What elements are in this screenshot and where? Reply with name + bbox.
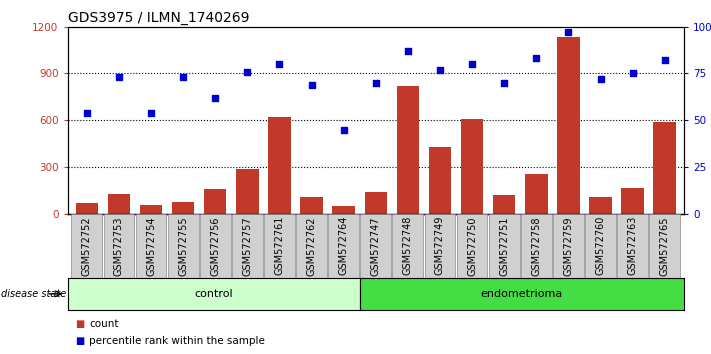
Text: count: count (89, 319, 118, 329)
Point (659, 57, 670, 63)
Bar (268, 117, 291, 214)
Bar (585, 214, 616, 278)
Text: GSM572761: GSM572761 (274, 216, 284, 275)
Text: GSM572747: GSM572747 (370, 216, 381, 275)
Text: GSM572748: GSM572748 (403, 216, 413, 275)
Text: GSM572759: GSM572759 (563, 216, 573, 275)
Point (242, 69, 253, 74)
Text: GSM572758: GSM572758 (531, 216, 541, 275)
Bar (333, 206, 355, 214)
Bar (71, 214, 102, 278)
Bar (300, 197, 323, 214)
Point (210, 95, 221, 101)
Text: GSM572753: GSM572753 (114, 216, 124, 275)
Point (530, 56, 542, 61)
Bar (204, 189, 227, 214)
Text: control: control (194, 289, 233, 299)
Bar (461, 119, 483, 214)
Bar (553, 214, 584, 278)
Text: GSM572757: GSM572757 (242, 216, 252, 276)
Bar (264, 214, 295, 278)
Text: GSM572765: GSM572765 (660, 216, 670, 275)
Point (81, 110, 92, 116)
Bar (488, 214, 520, 278)
Bar (75, 203, 98, 214)
Text: GDS3975 / ILMN_1740269: GDS3975 / ILMN_1740269 (68, 11, 249, 25)
Point (113, 74, 124, 80)
Bar (521, 214, 552, 278)
Text: GSM572756: GSM572756 (210, 216, 220, 275)
Bar (617, 214, 648, 278)
Bar (557, 38, 579, 214)
Text: GSM572751: GSM572751 (499, 216, 509, 275)
Text: GSM572752: GSM572752 (82, 216, 92, 276)
Bar (172, 202, 194, 214)
Bar (392, 214, 423, 278)
Bar (456, 214, 488, 278)
Point (370, 80, 382, 86)
Text: GSM572754: GSM572754 (146, 216, 156, 275)
Bar (397, 86, 419, 214)
Bar (136, 214, 166, 278)
Bar (360, 214, 391, 278)
Point (338, 127, 349, 132)
Point (402, 48, 414, 54)
Text: GSM572750: GSM572750 (467, 216, 477, 275)
Bar (365, 192, 387, 214)
Point (145, 110, 156, 116)
Bar (328, 214, 359, 278)
Point (595, 76, 606, 82)
Text: endometrioma: endometrioma (481, 289, 563, 299)
Text: GSM572764: GSM572764 (338, 216, 348, 275)
Bar (296, 214, 327, 278)
Bar (621, 188, 644, 214)
Bar (429, 147, 451, 214)
Bar (104, 214, 134, 278)
Text: GSM572755: GSM572755 (178, 216, 188, 276)
Point (498, 80, 510, 86)
Text: ■: ■ (75, 319, 84, 329)
Bar (493, 195, 515, 214)
Text: GSM572760: GSM572760 (596, 216, 606, 275)
Bar (649, 214, 680, 278)
Point (274, 61, 285, 67)
Point (306, 82, 317, 87)
Bar (589, 197, 611, 214)
Text: percentile rank within the sample: percentile rank within the sample (89, 336, 264, 346)
Text: GSM572749: GSM572749 (435, 216, 445, 275)
Bar (232, 214, 263, 278)
Text: ■: ■ (75, 336, 84, 346)
Bar (168, 214, 198, 278)
Text: disease state: disease state (1, 289, 66, 299)
Point (466, 61, 478, 67)
Point (627, 70, 638, 76)
Bar (653, 122, 676, 214)
Bar (140, 205, 162, 214)
Bar (236, 169, 259, 214)
Point (434, 67, 446, 73)
Point (562, 29, 574, 35)
Bar (107, 194, 130, 214)
Text: GSM572762: GSM572762 (306, 216, 316, 275)
Point (178, 74, 189, 80)
Bar (525, 173, 547, 214)
Bar (424, 214, 455, 278)
Bar (200, 214, 230, 278)
Text: GSM572763: GSM572763 (628, 216, 638, 275)
